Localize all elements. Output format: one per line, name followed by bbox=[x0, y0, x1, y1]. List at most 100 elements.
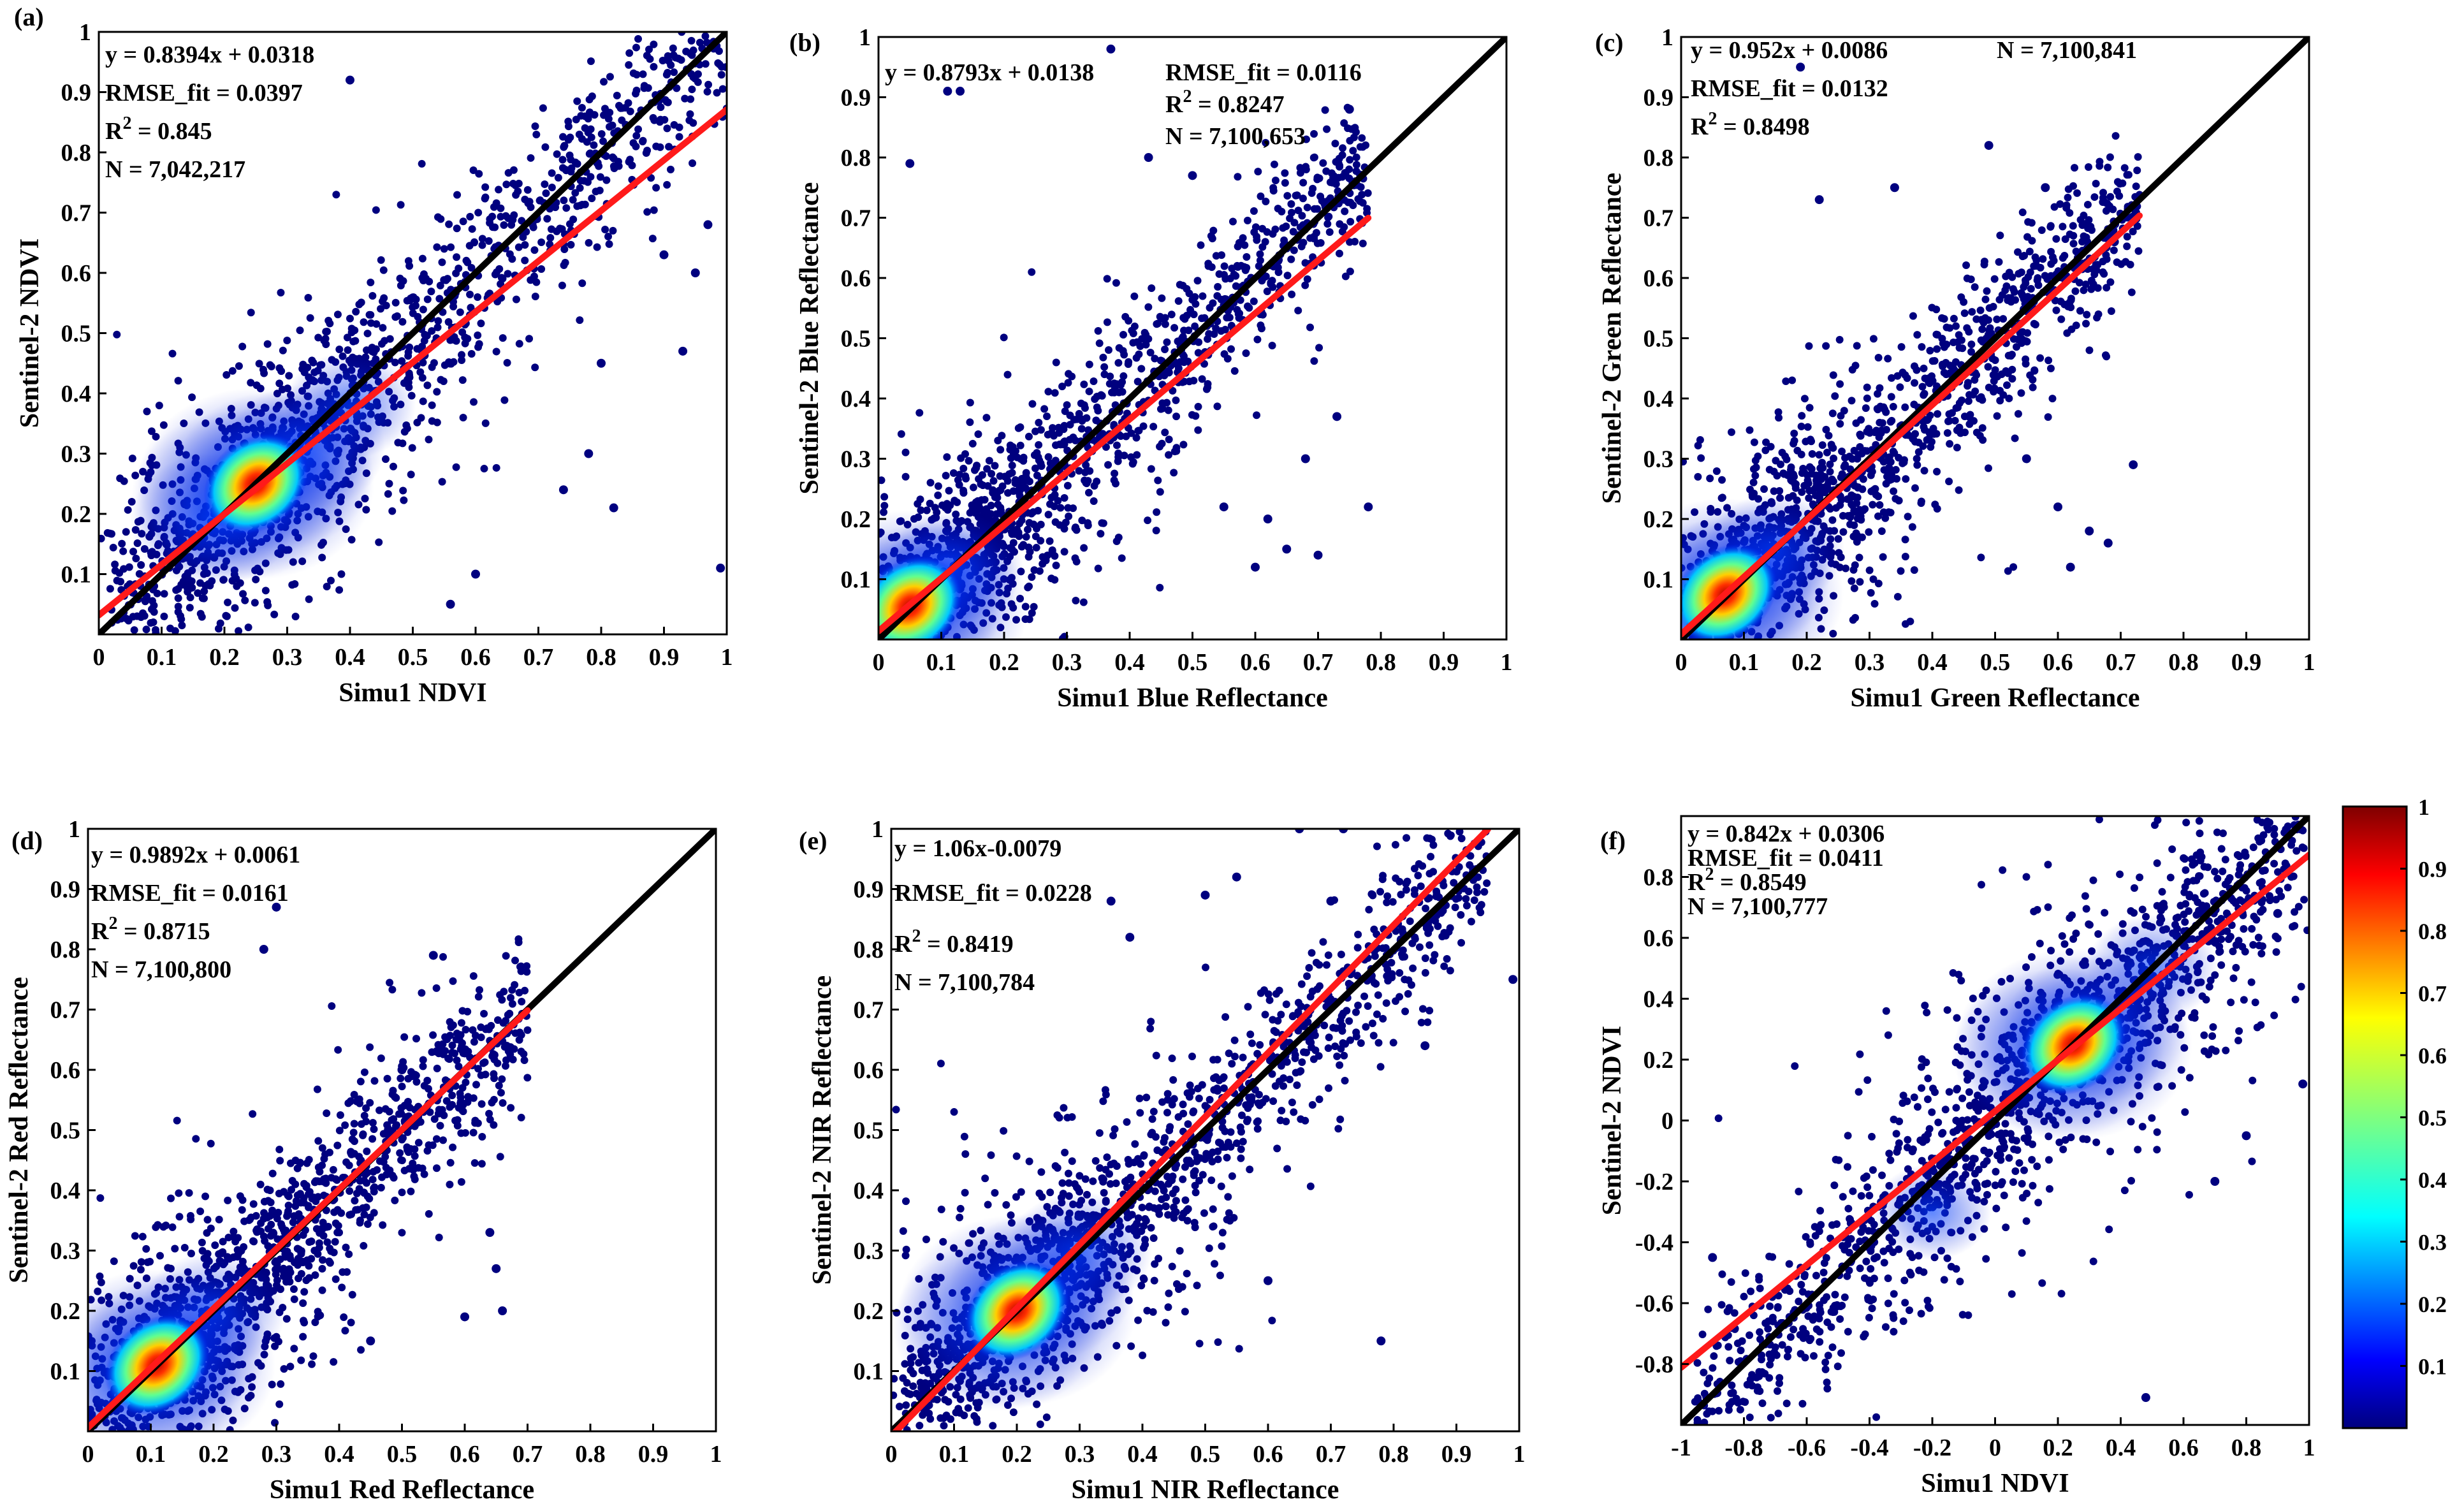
scatter-point bbox=[333, 310, 342, 319]
x-tick-label: 0.7 bbox=[1303, 649, 1334, 676]
scatter-point bbox=[1156, 488, 1164, 496]
scatter-point bbox=[2004, 567, 2012, 575]
scatter-point bbox=[1940, 369, 1948, 377]
scatter-point bbox=[391, 358, 399, 367]
scatter-point bbox=[1914, 448, 1923, 456]
scatter-point bbox=[337, 570, 346, 578]
scatter-point bbox=[1195, 338, 1203, 346]
scatter-point bbox=[186, 604, 194, 612]
y-tick-label: 0.2 bbox=[841, 506, 871, 533]
scatter-point bbox=[1102, 443, 1110, 451]
scatter-point bbox=[372, 206, 380, 214]
scatter-point bbox=[541, 143, 550, 151]
scatter-point bbox=[978, 471, 986, 479]
scatter-point bbox=[1127, 453, 1135, 461]
scatter-point bbox=[475, 170, 483, 178]
y-tick-label: 0.4 bbox=[1644, 386, 1674, 412]
x-tick-label: 1 bbox=[2303, 649, 2315, 676]
scatter-point bbox=[1256, 250, 1264, 258]
scatter-point bbox=[1856, 506, 1864, 514]
scatter-point bbox=[259, 1215, 268, 1223]
scatter-point bbox=[1718, 476, 1726, 484]
scatter-point bbox=[291, 612, 300, 620]
x-tick-label: 0.8 bbox=[2168, 649, 2199, 676]
scatter-point bbox=[934, 491, 942, 499]
scatter-point bbox=[235, 362, 243, 370]
scatter-point bbox=[1312, 229, 1320, 237]
scatter-point bbox=[1017, 474, 1026, 483]
scatter-point bbox=[188, 583, 196, 592]
scatter-point bbox=[949, 469, 958, 477]
scatter-point bbox=[1863, 447, 1871, 455]
scatter-point bbox=[512, 295, 520, 303]
scatter-point bbox=[717, 71, 725, 79]
scatter-point bbox=[350, 1120, 358, 1128]
scatter-point bbox=[566, 133, 574, 142]
scatter-point bbox=[201, 1192, 210, 1201]
scatter-point bbox=[966, 398, 974, 407]
scatter-point bbox=[1055, 429, 1063, 437]
scatter-point bbox=[2083, 200, 2092, 208]
scatter-point bbox=[942, 472, 950, 480]
scatter-point bbox=[160, 590, 168, 598]
scatter-point bbox=[425, 435, 433, 444]
scatter-point bbox=[2014, 335, 2022, 344]
scatter-point bbox=[263, 340, 272, 348]
stat-annotation: y = 0.952x + 0.0086 bbox=[1691, 37, 1888, 64]
scatter-point bbox=[1920, 423, 1928, 431]
scatter-point bbox=[445, 220, 453, 228]
scatter-point bbox=[2057, 315, 2066, 323]
panel-label: (b) bbox=[789, 28, 820, 57]
scatter-point bbox=[481, 419, 490, 427]
scatter-point bbox=[677, 56, 685, 64]
stat-annotation: R2 = 0.8498 bbox=[1691, 109, 1810, 140]
scatter-point bbox=[1944, 417, 1952, 425]
scatter-point bbox=[951, 497, 959, 505]
scatter-point bbox=[995, 486, 1003, 495]
scatter-point bbox=[1955, 331, 1963, 339]
scatter-point bbox=[2071, 164, 2079, 172]
scatter-point bbox=[1327, 169, 1336, 177]
scatter-point bbox=[926, 479, 935, 487]
scatter-point bbox=[347, 1318, 355, 1327]
scatter-point bbox=[398, 1188, 406, 1197]
scatter-point bbox=[1943, 323, 1951, 332]
scatter-point bbox=[1058, 383, 1067, 391]
scatter-point bbox=[174, 602, 182, 611]
scatter-point bbox=[2062, 201, 2071, 209]
stat-annotation: N = 7,042,217 bbox=[105, 156, 245, 183]
scatter-point bbox=[152, 629, 160, 634]
scatter-point bbox=[2087, 276, 2096, 284]
scatter-point bbox=[241, 596, 249, 604]
scatter-point bbox=[548, 169, 556, 177]
scatter-point bbox=[1294, 307, 1302, 315]
scatter-point bbox=[587, 125, 595, 133]
scatter-point bbox=[1303, 275, 1311, 283]
scatter-point bbox=[1060, 421, 1068, 430]
scatter-point bbox=[1120, 451, 1128, 460]
scatter-point bbox=[1008, 462, 1016, 470]
scatter-point bbox=[673, 84, 681, 92]
x-tick-label: 0 bbox=[873, 649, 885, 676]
scatter-point bbox=[1874, 512, 1882, 520]
scatter-point bbox=[1119, 372, 1128, 380]
scatter-panel: 0 0.1 0.2 0.3 0.4 0.5 0.6 0.7 0.8 0.9 10.10.20.30.… bbox=[14, 3, 733, 708]
scatter-point bbox=[1244, 302, 1252, 310]
scatter-point bbox=[1932, 330, 1941, 339]
scatter-point bbox=[2031, 253, 2039, 261]
scatter-point bbox=[1315, 174, 1323, 182]
scatter-point bbox=[359, 1130, 367, 1138]
scatter-point bbox=[1697, 454, 1705, 462]
outlier-point bbox=[2085, 526, 2094, 536]
scatter-point bbox=[338, 1283, 346, 1292]
scatter-point bbox=[1990, 388, 1998, 396]
scatter-point bbox=[1897, 343, 1906, 351]
scatter-point bbox=[375, 538, 383, 546]
scatter-point bbox=[985, 456, 993, 465]
y-tick-label: 0.9 bbox=[1644, 85, 1674, 112]
scatter-point bbox=[1032, 544, 1040, 552]
scatter-point bbox=[1144, 516, 1152, 525]
scatter-point bbox=[328, 1002, 336, 1011]
scatter-point bbox=[384, 490, 392, 498]
scatter-point bbox=[1344, 124, 1352, 133]
